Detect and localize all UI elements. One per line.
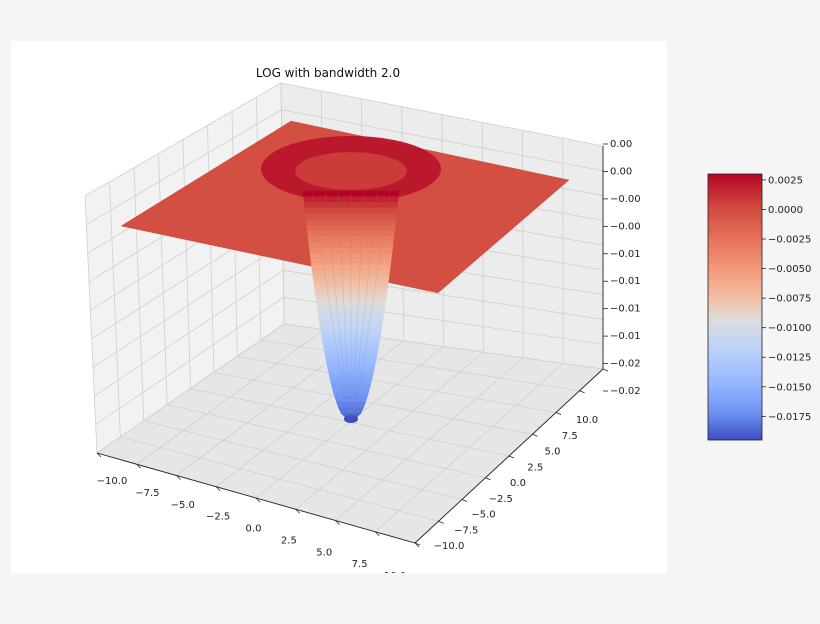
figure-panel: −10.0−7.5−5.0−2.50.02.55.07.510.0−10.0−7…: [11, 41, 811, 573]
grid-line: [158, 153, 168, 405]
colorbar-tick-label: −0.0150: [768, 382, 811, 393]
funnel-tip: [344, 415, 358, 423]
grid-line: [281, 109, 604, 172]
mesh-line: [424, 177, 558, 291]
x-tick-mark: [136, 463, 142, 469]
x-tick-mark: [96, 452, 102, 458]
grid-line: [260, 339, 580, 392]
z-tick-label: −0.01: [610, 249, 641, 260]
x-tick-label: −2.5: [206, 512, 230, 523]
colorbar-tick-label: −0.0075: [768, 294, 811, 305]
y-tick-label: 0.0: [510, 478, 526, 489]
grid-line: [109, 181, 121, 437]
grid-line: [237, 355, 557, 413]
y-tick-label: −2.5: [489, 494, 513, 505]
log-surface-chart: −10.0−7.5−5.0−2.50.02.55.07.510.0−10.0−7…: [84, 66, 811, 573]
z-tick-label: −0.02: [610, 386, 641, 397]
grid-line: [207, 125, 215, 373]
y-tick-label: 2.5: [527, 462, 543, 473]
grid-line: [280, 82, 604, 147]
y-tick-label: −7.5: [454, 525, 478, 536]
z-tick-label: −0.01: [610, 276, 641, 287]
colorbar-tick-label: 0.0000: [768, 205, 803, 216]
colorbar-gradient: [707, 173, 763, 441]
y-tick-mark: [579, 390, 585, 394]
y-tick-mark: [532, 433, 538, 437]
colorbar-tick-label: 0.0025: [768, 175, 803, 186]
grid-line: [86, 109, 282, 225]
x-tick-label: −7.5: [135, 488, 159, 499]
mesh-line: [398, 172, 535, 285]
x-tick-mark: [255, 497, 261, 503]
y-tick-label: 10.0: [576, 415, 598, 426]
x-tick-label: 5.0: [316, 547, 332, 558]
grid-line: [335, 357, 524, 521]
z-tick-label: −0.00: [610, 221, 641, 232]
mesh-line: [142, 212, 455, 280]
funnel-mesh-line: [337, 190, 350, 420]
z-tick-label: 0.00: [610, 139, 632, 150]
x-tick-label: −5.0: [171, 500, 195, 511]
x-tick-label: −10.0: [97, 476, 128, 487]
x-tick-label: 10.0: [384, 571, 406, 573]
x-tick-mark: [215, 486, 221, 492]
x-tick-label: 7.5: [352, 559, 368, 570]
grid-line: [92, 243, 284, 368]
colorbar-tick-label: −0.0025: [768, 235, 811, 246]
x-tick-mark: [335, 520, 340, 525]
x-tick-label: 2.5: [281, 535, 297, 546]
mesh-line: [135, 217, 449, 284]
chart-title: LOG with bandwidth 2.0: [256, 66, 400, 80]
well-inner-rim: [294, 151, 408, 191]
grid-line: [295, 351, 484, 510]
z-tick-label: 0.00: [610, 166, 632, 177]
grid-line: [133, 167, 145, 421]
y-tick-mark: [555, 412, 562, 415]
grid-line: [96, 323, 285, 454]
z-tick-label: −0.00: [610, 194, 641, 205]
grid-line: [182, 139, 191, 389]
colorbar-tick-label: −0.0100: [768, 323, 811, 334]
surface-plot: [120, 120, 570, 423]
y-tick-label: −5.0: [471, 510, 495, 521]
tick-labels: −10.0−7.5−5.0−2.50.02.55.07.510.0−10.0−7…: [97, 139, 641, 573]
grid-line: [94, 270, 284, 397]
colorbar-tick-label: −0.0125: [768, 353, 811, 364]
y-tick-mark: [414, 542, 421, 546]
funnel-mesh-line: [352, 190, 365, 420]
z-tick-label: −0.01: [610, 304, 641, 315]
floor-pane: [97, 324, 603, 543]
colorbar: 0.0025 0.0000 −0.0025 −0.0050 −0.0075 −0.0100…: [707, 173, 811, 441]
y-tick-label: 5.0: [545, 447, 561, 458]
funnel-mesh-line: [324, 190, 349, 420]
mesh-line: [128, 221, 444, 289]
grid-line: [213, 371, 533, 435]
grid-line: [95, 296, 284, 425]
y-tick-label: −10.0: [434, 541, 465, 552]
y-tick-mark: [438, 520, 444, 524]
colorbar-tick-label: −0.0050: [768, 264, 811, 275]
y-tick-mark: [461, 499, 468, 502]
x-tick-mark: [374, 531, 380, 537]
grid-line: [84, 195, 98, 454]
x-tick-mark: [176, 475, 181, 480]
funnel-mesh-line: [311, 190, 348, 420]
mesh-line: [149, 208, 460, 275]
z-tick-label: −0.02: [610, 359, 641, 370]
y-tick-mark: [602, 368, 609, 372]
z-tick-label: −0.01: [610, 331, 641, 342]
grid-line: [84, 82, 282, 197]
y-tick-label: 7.5: [562, 431, 578, 442]
funnel-mesh-line: [354, 190, 391, 420]
x-tick-mark: [295, 508, 301, 514]
y-tick-mark: [508, 455, 515, 459]
mesh-line: [411, 174, 546, 288]
grid-line: [522, 130, 524, 358]
funnel-mesh-line: [353, 190, 378, 420]
x-tick-label: 0.0: [246, 524, 262, 535]
colorbar-tick-label: −0.0175: [768, 412, 811, 423]
grid-line: [374, 363, 564, 533]
y-tick-mark: [485, 477, 491, 481]
